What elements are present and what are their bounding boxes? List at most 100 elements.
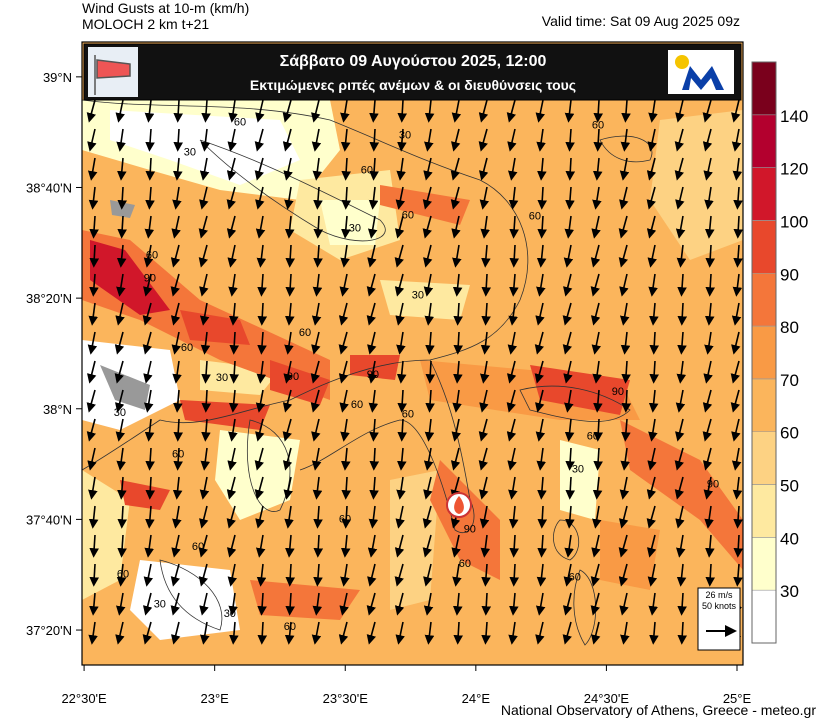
wind-arrow xyxy=(451,215,461,239)
wind-arrow xyxy=(479,505,490,529)
wind-arrow xyxy=(172,186,182,210)
wind-arrow xyxy=(618,215,628,239)
wind-arrow xyxy=(116,563,127,587)
wind-arrow xyxy=(648,389,659,413)
wind-arrow xyxy=(366,621,376,645)
wind-arrow xyxy=(649,331,660,355)
colorbar-label: 40 xyxy=(780,529,799,548)
wind-arrow xyxy=(535,592,546,616)
wind-arrow xyxy=(562,592,573,616)
wind-arrow xyxy=(479,389,489,413)
wind-arrow xyxy=(480,534,491,558)
footer: National Observatory of Athens, Greece -… xyxy=(501,702,816,718)
model: MOLOCH 2 km t+21 xyxy=(82,16,209,32)
contour-label: 30 xyxy=(399,130,411,142)
wind-arrows xyxy=(86,99,743,645)
wind-arrow xyxy=(396,476,406,500)
wind-arrow xyxy=(313,215,324,239)
wind-arrow xyxy=(282,99,292,123)
wind-arrow xyxy=(173,389,183,413)
colorbar-band xyxy=(751,589,777,644)
map-frame xyxy=(81,41,744,666)
wind-arrow xyxy=(562,331,573,355)
wind-arrow xyxy=(87,331,98,355)
wind-arrow xyxy=(173,128,183,152)
wind-arrow xyxy=(115,592,126,616)
wind-arrow xyxy=(87,360,97,384)
wind-arrow xyxy=(311,128,322,152)
colorbar-frame xyxy=(751,61,777,644)
wind-arrow xyxy=(564,389,574,413)
wind-arrow xyxy=(396,360,407,384)
wind-arrow xyxy=(647,128,657,152)
wind-arrow xyxy=(535,621,545,645)
y-tick-label: 37°40'N xyxy=(26,512,72,527)
wind-arrow xyxy=(339,273,349,297)
wind-arrow xyxy=(145,447,155,471)
wind-arrow xyxy=(481,302,491,326)
wind-arrow xyxy=(198,534,208,558)
wind-arrow xyxy=(88,476,98,500)
wind-arrow xyxy=(674,157,684,181)
wind-arrow xyxy=(647,563,658,587)
wind-arrow xyxy=(732,157,743,181)
contour-label: 60 xyxy=(339,513,351,525)
contour-label: 90 xyxy=(464,523,476,535)
wind-arrow xyxy=(704,186,714,210)
valid-time: Valid time: Sat 09 Aug 2025 09z xyxy=(542,13,740,29)
wind-arrow xyxy=(397,389,407,413)
wind-arrow xyxy=(536,244,547,268)
wind-arrow xyxy=(508,476,518,500)
wind-arrow xyxy=(142,331,153,355)
wind-arrow xyxy=(171,534,181,558)
wind-arrow xyxy=(674,128,684,152)
wind-arrow xyxy=(339,592,349,616)
wind-arrow xyxy=(200,331,211,355)
wind-arrow xyxy=(199,476,210,500)
wind-arrow xyxy=(170,592,180,616)
colorbar-band xyxy=(751,537,777,591)
wind-arrow xyxy=(228,389,239,413)
wind-arrow xyxy=(257,592,267,616)
contour-label: 30 xyxy=(572,464,584,476)
wind-arrow xyxy=(366,302,376,326)
wind-arrow xyxy=(733,244,743,268)
wind-arrow xyxy=(142,621,152,645)
wind-arrow xyxy=(508,621,518,645)
wind-arrow xyxy=(592,360,602,384)
wind-arrow xyxy=(394,534,405,558)
wind-arrow xyxy=(199,186,209,210)
wind-arrow xyxy=(200,621,210,645)
wind-arrow xyxy=(200,447,211,471)
wind-arrow xyxy=(117,157,127,181)
y-tick-label: 39°N xyxy=(43,70,72,85)
wind-arrow xyxy=(201,389,212,413)
wind-arrow xyxy=(648,418,658,442)
wind-arrow xyxy=(592,505,602,529)
wind-arrow xyxy=(564,534,574,558)
y-tick-label: 38°40'N xyxy=(26,180,72,195)
reference-speed: 26 m/s xyxy=(705,590,733,600)
wind-arrow xyxy=(621,360,631,384)
wind-arrow xyxy=(481,592,492,616)
wind-arrow xyxy=(368,186,379,210)
wind-arrow xyxy=(396,331,406,355)
wind-arrow xyxy=(507,157,518,181)
wind-arrow xyxy=(676,534,686,558)
wind-arrow xyxy=(703,157,713,181)
wind-arrow xyxy=(423,476,433,500)
wind-arrow xyxy=(199,505,209,529)
wind-arrow xyxy=(171,215,181,239)
colorbar-label: 100 xyxy=(780,212,808,231)
wind-arrow xyxy=(537,157,547,181)
wind-arrow xyxy=(340,128,351,152)
colorbar-label: 120 xyxy=(780,160,808,179)
wind-arrow xyxy=(340,99,350,123)
wind-arrow xyxy=(366,592,376,616)
wind-arrow xyxy=(228,592,238,616)
wind-arrow xyxy=(114,389,125,413)
wind-arrow xyxy=(590,273,600,297)
wind-arrow xyxy=(592,186,602,210)
contour-label: 90 xyxy=(612,386,624,398)
wind-arrow xyxy=(452,563,462,587)
